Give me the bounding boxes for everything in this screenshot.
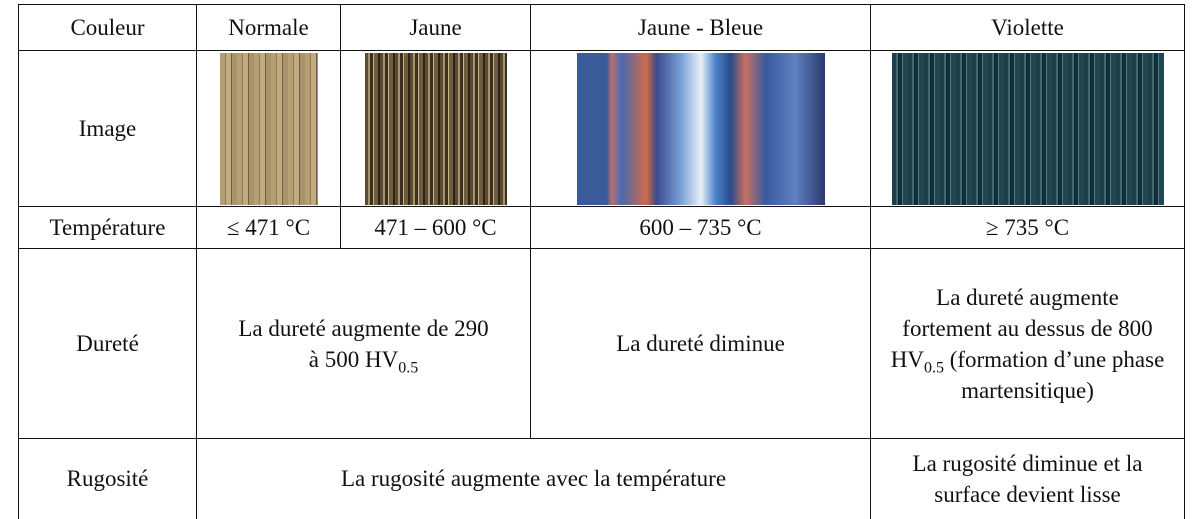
cell-text: La dureté augmente fortement au dessus d… — [890, 284, 1153, 372]
header-cell: Normale — [196, 4, 341, 51]
header-cell: Jaune — [340, 4, 531, 51]
table: Couleur Normale Jaune Jaune - Bleue Viol… — [18, 4, 1185, 519]
header-cell: Violette — [870, 4, 1185, 51]
image-cell — [196, 50, 341, 207]
cell-text: La dureté diminue — [616, 331, 785, 356]
header-row: Couleur Normale Jaune Jaune - Bleue Viol… — [18, 4, 1185, 51]
image-cell — [870, 50, 1185, 207]
row-label: Dureté — [18, 248, 197, 439]
cell: 600 – 735 °C — [530, 206, 871, 249]
cell: ≤ 471 °C — [196, 206, 341, 249]
row-label: Image — [18, 50, 197, 207]
image-cell — [340, 50, 531, 207]
subscript: 0.5 — [923, 359, 944, 377]
cell: La dureté augmente fortement au dessus d… — [870, 248, 1185, 439]
cell: La dureté augmente de 290 à 500 HV0.5 — [196, 248, 531, 439]
image-cell — [530, 50, 871, 207]
header-cell: Couleur — [18, 4, 197, 51]
image — [219, 52, 318, 205]
subscript: 0.5 — [398, 359, 419, 377]
cell-text: La dureté augmente de 290 à 500 HV — [238, 315, 489, 372]
temperature-row: Température ≤ 471 °C 471 – 600 °C 600 – … — [18, 206, 1185, 249]
cell: La rugosité diminue et la surface devien… — [870, 438, 1185, 519]
cell: ≥ 735 °C — [870, 206, 1185, 249]
row-label: Rugosité — [18, 438, 197, 519]
image-row: Image — [18, 50, 1185, 207]
cell: La rugosité augmente avec la température — [196, 438, 871, 519]
image — [576, 52, 825, 205]
roughness-row: Rugosité La rugosité augmente avec la te… — [18, 438, 1185, 519]
cell-text: (formation d’une phase martensitique) — [949, 346, 1165, 403]
cell: La dureté diminue — [530, 248, 871, 439]
row-label: Température — [18, 206, 197, 249]
image — [891, 52, 1164, 205]
hardness-row: Dureté La dureté augmente de 290 à 500 H… — [18, 248, 1185, 439]
header-cell: Jaune - Bleue — [530, 4, 871, 51]
cell: 471 – 600 °C — [340, 206, 531, 249]
image — [364, 52, 507, 205]
